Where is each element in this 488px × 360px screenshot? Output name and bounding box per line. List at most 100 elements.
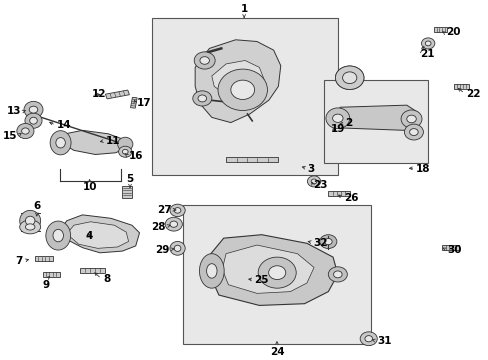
Ellipse shape xyxy=(192,91,211,106)
Ellipse shape xyxy=(122,149,128,154)
Ellipse shape xyxy=(268,266,285,280)
Ellipse shape xyxy=(332,114,343,122)
Polygon shape xyxy=(222,245,313,293)
Ellipse shape xyxy=(56,138,65,148)
Text: 11: 11 xyxy=(106,136,121,146)
Ellipse shape xyxy=(258,257,296,288)
Ellipse shape xyxy=(29,106,38,113)
Text: 30: 30 xyxy=(447,245,461,255)
Ellipse shape xyxy=(170,204,185,217)
Ellipse shape xyxy=(218,69,267,111)
Polygon shape xyxy=(105,90,129,99)
Ellipse shape xyxy=(165,217,182,231)
Polygon shape xyxy=(442,245,458,251)
Text: 7: 7 xyxy=(15,256,22,266)
Polygon shape xyxy=(225,157,278,162)
Text: 28: 28 xyxy=(150,222,165,232)
Ellipse shape xyxy=(200,57,209,64)
Ellipse shape xyxy=(319,235,336,248)
Polygon shape xyxy=(122,185,132,198)
Text: 10: 10 xyxy=(82,183,97,193)
Ellipse shape xyxy=(343,73,355,83)
Ellipse shape xyxy=(206,264,217,278)
Ellipse shape xyxy=(21,128,29,134)
Text: 9: 9 xyxy=(42,280,50,291)
Text: 13: 13 xyxy=(7,106,21,116)
Ellipse shape xyxy=(400,110,421,128)
Text: 29: 29 xyxy=(154,246,169,255)
Bar xyxy=(183,204,370,344)
Ellipse shape xyxy=(170,242,185,255)
Polygon shape xyxy=(80,268,104,273)
Polygon shape xyxy=(59,130,126,154)
Ellipse shape xyxy=(327,267,346,282)
Ellipse shape xyxy=(342,72,356,84)
Ellipse shape xyxy=(194,52,215,69)
Ellipse shape xyxy=(325,108,349,129)
Ellipse shape xyxy=(20,220,41,234)
Text: 24: 24 xyxy=(269,347,284,357)
Ellipse shape xyxy=(335,66,363,89)
Polygon shape xyxy=(130,97,137,108)
Ellipse shape xyxy=(409,129,417,135)
Polygon shape xyxy=(35,256,52,261)
Ellipse shape xyxy=(333,271,342,278)
Polygon shape xyxy=(42,272,60,276)
Polygon shape xyxy=(211,60,264,97)
Text: 2: 2 xyxy=(344,118,351,129)
Text: 8: 8 xyxy=(103,274,110,284)
Polygon shape xyxy=(327,191,349,195)
Text: 21: 21 xyxy=(419,49,434,59)
Text: 14: 14 xyxy=(57,120,72,130)
Polygon shape xyxy=(433,27,447,32)
Ellipse shape xyxy=(24,102,43,118)
Text: 31: 31 xyxy=(377,337,391,346)
Ellipse shape xyxy=(20,210,41,231)
Bar xyxy=(152,18,337,175)
Text: 1: 1 xyxy=(240,4,247,14)
Text: 27: 27 xyxy=(157,205,171,215)
Ellipse shape xyxy=(199,254,224,288)
Text: 16: 16 xyxy=(128,150,143,161)
Text: 22: 22 xyxy=(465,89,480,99)
Text: 23: 23 xyxy=(313,180,327,189)
Text: 25: 25 xyxy=(254,275,268,285)
Bar xyxy=(323,80,427,163)
Ellipse shape xyxy=(421,38,434,49)
Text: 6: 6 xyxy=(33,201,41,211)
Ellipse shape xyxy=(364,336,372,342)
Ellipse shape xyxy=(25,113,42,128)
Polygon shape xyxy=(57,215,139,253)
Ellipse shape xyxy=(53,229,63,242)
Ellipse shape xyxy=(174,208,181,213)
Ellipse shape xyxy=(310,179,316,184)
Ellipse shape xyxy=(118,137,133,151)
Text: 4: 4 xyxy=(85,230,93,240)
Ellipse shape xyxy=(360,332,377,346)
Ellipse shape xyxy=(307,176,320,187)
Text: 18: 18 xyxy=(414,164,429,174)
Ellipse shape xyxy=(30,117,37,124)
Text: 19: 19 xyxy=(330,124,345,134)
Text: 26: 26 xyxy=(343,193,358,203)
Ellipse shape xyxy=(406,115,415,123)
Ellipse shape xyxy=(25,224,35,230)
Text: 3: 3 xyxy=(306,164,313,174)
Text: 15: 15 xyxy=(2,131,17,140)
Polygon shape xyxy=(195,40,280,122)
Polygon shape xyxy=(335,105,415,130)
Ellipse shape xyxy=(170,221,177,227)
Text: 17: 17 xyxy=(137,98,151,108)
Polygon shape xyxy=(453,84,468,89)
Ellipse shape xyxy=(46,221,70,250)
Ellipse shape xyxy=(17,123,34,139)
Text: 32: 32 xyxy=(313,238,327,248)
Ellipse shape xyxy=(425,41,430,46)
Ellipse shape xyxy=(50,131,71,155)
Ellipse shape xyxy=(198,95,206,102)
Polygon shape xyxy=(67,222,128,248)
Text: 20: 20 xyxy=(445,27,459,37)
Ellipse shape xyxy=(324,238,331,245)
Ellipse shape xyxy=(335,66,363,89)
Ellipse shape xyxy=(230,80,254,99)
